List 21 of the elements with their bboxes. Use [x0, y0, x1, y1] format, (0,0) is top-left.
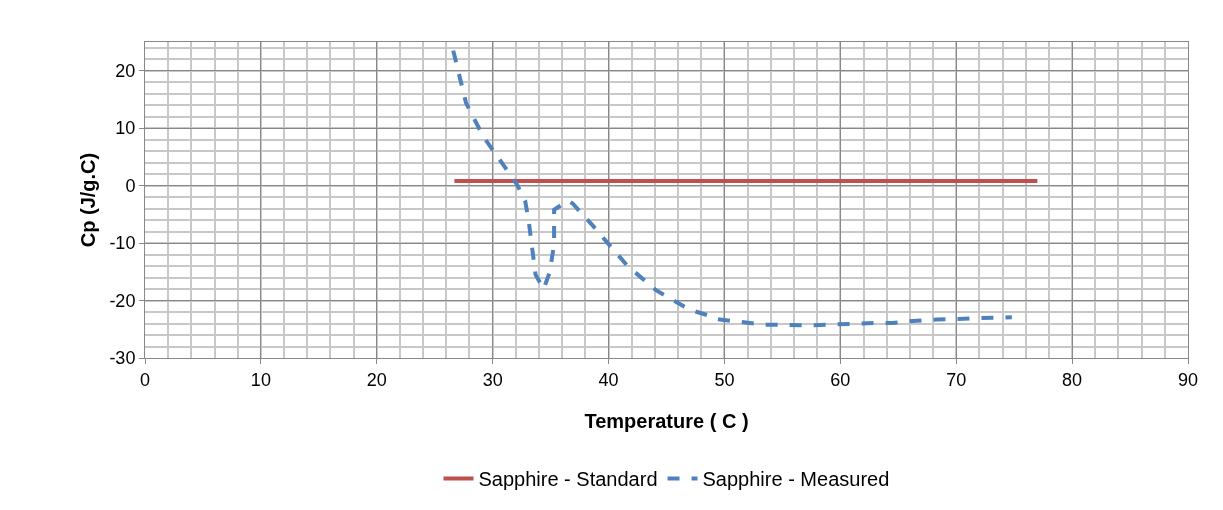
- y-tick-label: 10: [115, 118, 136, 139]
- x-tick-label: 0: [139, 369, 151, 390]
- x-tick-label: 50: [714, 369, 735, 390]
- x-tick-label: 80: [1062, 369, 1083, 390]
- legend-label: Sapphire - Standard: [478, 468, 658, 491]
- x-tick-label: 70: [946, 369, 967, 390]
- y-tick-label: 0: [125, 175, 136, 196]
- x-tick-label: 90: [1177, 369, 1199, 390]
- x-tick-label: 60: [830, 369, 851, 390]
- y-tick-label: -20: [109, 290, 136, 311]
- y-tick-label: 20: [115, 61, 136, 82]
- y-axis-title: Cp (J/g.C): [77, 152, 99, 248]
- x-tick-label: 20: [366, 369, 387, 390]
- y-tick-label: -30: [109, 348, 136, 369]
- x-axis-title: Temperature ( C ): [584, 410, 749, 432]
- x-tick-label: 40: [598, 369, 619, 390]
- y-tick-label: -10: [109, 233, 136, 254]
- line-series: [451, 48, 1014, 328]
- x-tick-label: 30: [482, 369, 503, 390]
- legend-label: Sapphire - Measured: [702, 468, 890, 491]
- x-tick-label: 10: [250, 369, 271, 390]
